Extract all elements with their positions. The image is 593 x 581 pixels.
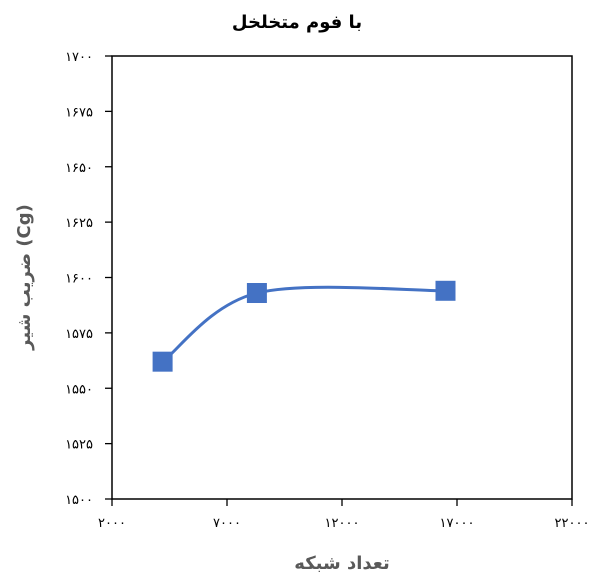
y-tick-label: ۱۵۲۵ [65, 438, 93, 453]
y-axis-label: ضریب شیر (Cg) [14, 204, 35, 351]
y-axis-ticks: ۱۵۰۰ ۱۵۲۵ ۱۵۵۰ ۱۵۷۵ ۱۶۰۰ ۱۶۲۵ ۱۶۵۰ ۱۶۷۵ ۱۷۰۰ [65, 50, 112, 508]
x-axis-ticks: ۲۰۰۰ ۷۰۰۰ ۱۲۰۰۰ ۱۷۰۰۰ ۲۲۰۰۰ [98, 499, 589, 531]
x-tick-label: ۲۰۰۰ [98, 516, 126, 531]
data-point-marker [246, 283, 267, 304]
y-tick-label: ۱۶۲۵ [65, 216, 93, 231]
data-point-marker [435, 280, 456, 301]
series-layer [152, 280, 456, 372]
y-tick-label: ۱۵۵۰ [65, 382, 93, 397]
x-tick-label: ۲۲۰۰۰ [555, 516, 590, 531]
series-line [161, 285, 446, 363]
chart-title: با فوم متخلخل [232, 12, 362, 33]
y-tick-label: ۱۷۰۰ [65, 50, 93, 65]
y-tick-label: ۱۶۰۰ [65, 272, 93, 287]
x-tick-label: ۱۷۰۰۰ [440, 516, 475, 531]
x-tick-label: ۱۲۰۰۰ [325, 516, 360, 531]
y-tick-label: ۱۵۷۵ [65, 327, 93, 342]
y-tick-label: ۱۵۰۰ [65, 493, 93, 508]
y-tick-label: ۱۶۵۰ [65, 161, 93, 176]
y-tick-label: ۱۶۷۵ [65, 105, 93, 120]
x-axis-label: تعداد شبکه [294, 553, 389, 574]
plot-area [111, 55, 573, 500]
data-point-marker [152, 351, 173, 372]
x-tick-label: ۷۰۰۰ [213, 516, 241, 531]
